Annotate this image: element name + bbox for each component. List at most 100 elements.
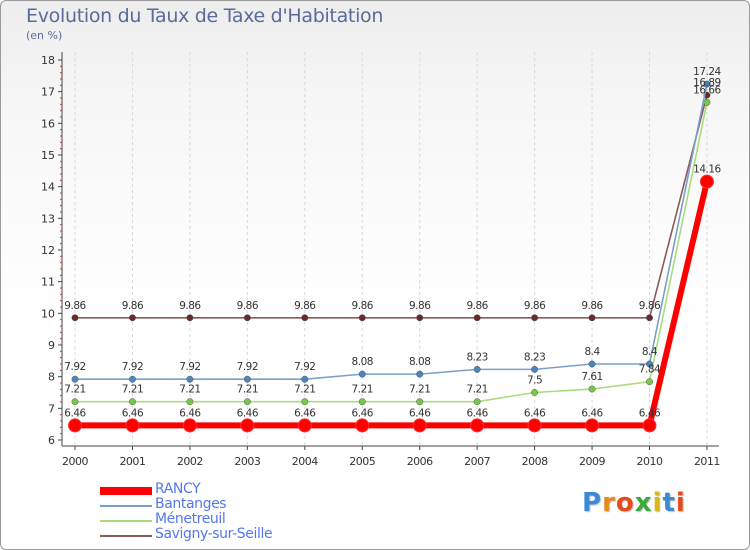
data-point — [527, 418, 542, 433]
chart-title: Evolution du Taux de Taxe d'Habitation — [26, 5, 384, 27]
data-point — [470, 418, 485, 433]
legend-label: Bantanges — [155, 496, 227, 512]
data-point — [186, 314, 194, 322]
x-tick-label: 2001 — [119, 455, 145, 468]
chart-subtitle: (en %) — [26, 29, 63, 42]
data-label: 7.21 — [352, 384, 373, 396]
series-line-rancy — [75, 180, 710, 429]
data-point — [129, 375, 136, 383]
data-point — [588, 314, 596, 322]
data-label: 7.21 — [466, 384, 487, 396]
data-point — [129, 314, 136, 322]
data-label: 8.08 — [409, 356, 430, 368]
data-label: 6.46 — [64, 407, 86, 419]
legend-swatch — [100, 534, 152, 537]
data-label: 8.4 — [584, 346, 600, 358]
data-point — [355, 418, 370, 433]
data-point — [68, 418, 82, 433]
data-point — [358, 314, 366, 322]
data-label: 9.86 — [524, 300, 546, 312]
series-line-m-netreuil — [75, 102, 708, 403]
data-label: 6.46 — [524, 407, 546, 419]
data-label: 8.23 — [466, 351, 487, 363]
series-line-savigny-sur-seille — [75, 94, 708, 319]
data-label: 7.92 — [179, 361, 200, 373]
data-point — [416, 314, 424, 322]
data-label: 7.92 — [122, 361, 143, 373]
data-label: 16.89 — [693, 77, 721, 89]
data-point — [531, 389, 539, 396]
data-point — [243, 314, 251, 322]
data-label: 7.21 — [237, 384, 258, 396]
data-point — [585, 418, 600, 433]
data-point — [412, 418, 427, 433]
data-point — [71, 398, 79, 406]
legend-label: Savigny-sur-Seille — [155, 526, 273, 542]
data-label: 9.86 — [352, 300, 374, 312]
data-point — [416, 370, 424, 378]
legend-swatch — [100, 486, 152, 495]
data-point — [703, 98, 711, 106]
data-point — [588, 360, 596, 368]
data-point — [301, 398, 309, 406]
y-tick-label: 8 — [48, 371, 55, 384]
y-tick-label: 9 — [48, 339, 55, 352]
x-tick-label: 2000 — [62, 455, 88, 468]
x-tick-label: 2002 — [177, 455, 203, 468]
y-tick-label: 6 — [48, 434, 55, 447]
x-tick-label: 2008 — [522, 455, 548, 468]
y-tick-label: 13 — [41, 212, 55, 225]
data-point — [473, 314, 481, 322]
data-label: 9.86 — [639, 300, 661, 312]
x-tick-label: 2003 — [234, 455, 260, 468]
data-point — [646, 360, 653, 368]
data-label: 6.46 — [409, 407, 431, 419]
data-point — [646, 378, 653, 386]
data-point — [125, 418, 140, 433]
data-point — [243, 398, 251, 406]
logo-letter: P — [582, 488, 603, 518]
data-label: 9.86 — [466, 300, 488, 312]
data-label: 7.21 — [64, 384, 85, 396]
data-label: 9.86 — [409, 300, 431, 312]
logo-letter: i — [652, 488, 663, 518]
x-tick-label: 2005 — [349, 455, 375, 468]
data-label: 6.46 — [581, 407, 603, 419]
data-label: 7.21 — [294, 384, 315, 396]
data-label: 9.86 — [581, 300, 603, 312]
data-point — [297, 418, 312, 433]
x-tick-label: 2004 — [292, 455, 318, 468]
x-tick-label: 2011 — [694, 455, 720, 468]
data-label: 6.46 — [639, 407, 661, 419]
data-label: 17.24 — [693, 66, 721, 78]
logo-letter: x — [634, 488, 653, 518]
data-label: 9.86 — [64, 300, 86, 312]
y-tick-label: 10 — [41, 307, 55, 320]
data-label: 6.46 — [122, 407, 144, 419]
data-point — [71, 314, 79, 322]
data-point — [186, 398, 194, 406]
logo-letter: r — [602, 488, 616, 518]
y-tick-label: 16 — [41, 117, 55, 130]
data-label: 7.92 — [64, 361, 85, 373]
data-label: 7.5 — [527, 375, 542, 387]
series-line-bantanges — [75, 83, 708, 381]
x-tick-label: 2007 — [464, 455, 490, 468]
data-label: 6.46 — [294, 407, 316, 419]
y-tick-label: 14 — [41, 181, 55, 194]
data-label: 14.16 — [693, 164, 721, 176]
data-point — [301, 314, 309, 322]
data-label: 6.46 — [466, 407, 488, 419]
data-point — [358, 370, 366, 378]
data-point — [588, 385, 596, 393]
data-point — [129, 398, 136, 406]
data-label: 9.86 — [179, 300, 201, 312]
data-point — [531, 365, 539, 373]
data-point — [243, 375, 251, 383]
data-point — [186, 375, 194, 383]
logo-letter: i — [675, 488, 686, 518]
legend-label: Ménetreuil — [155, 511, 226, 527]
y-tick-label: 11 — [41, 276, 55, 289]
data-point — [71, 375, 79, 383]
